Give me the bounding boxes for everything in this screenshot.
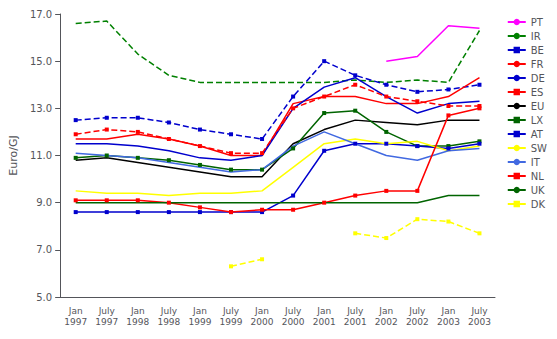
svg-text:ES: ES xyxy=(531,87,544,98)
svg-text:July: July xyxy=(222,306,240,316)
svg-text:July: July xyxy=(284,306,302,316)
svg-text:July: July xyxy=(160,306,178,316)
svg-text:Jan: Jan xyxy=(68,306,83,316)
svg-text:2001: 2001 xyxy=(344,317,367,327)
svg-text:SW: SW xyxy=(531,143,547,154)
svg-text:DE: DE xyxy=(531,73,545,84)
svg-text:2001: 2001 xyxy=(313,317,336,327)
svg-text:1998: 1998 xyxy=(157,317,180,327)
svg-text:2003: 2003 xyxy=(437,317,460,327)
svg-text:UK: UK xyxy=(531,185,545,196)
svg-text:13.0: 13.0 xyxy=(30,103,52,114)
svg-text:July: July xyxy=(98,306,116,316)
svg-text:2000: 2000 xyxy=(251,317,274,327)
svg-text:17.0: 17.0 xyxy=(30,9,52,20)
svg-text:11.0: 11.0 xyxy=(30,150,52,161)
svg-text:15.0: 15.0 xyxy=(30,56,52,67)
svg-text:1997: 1997 xyxy=(64,317,87,327)
svg-text:2003: 2003 xyxy=(468,317,491,327)
svg-text:5.0: 5.0 xyxy=(36,292,52,303)
svg-text:2000: 2000 xyxy=(282,317,305,327)
svg-text:9.0: 9.0 xyxy=(36,197,52,208)
svg-text:2002: 2002 xyxy=(406,317,429,327)
svg-text:EU: EU xyxy=(531,101,545,112)
svg-text:2002: 2002 xyxy=(375,317,398,327)
svg-text:NL: NL xyxy=(531,171,544,182)
svg-text:PT: PT xyxy=(531,17,544,28)
svg-text:AT: AT xyxy=(531,129,544,140)
svg-text:FR: FR xyxy=(531,59,544,70)
svg-text:July: July xyxy=(408,306,426,316)
svg-text:Euro/GJ: Euro/GJ xyxy=(7,135,20,175)
svg-text:1998: 1998 xyxy=(126,317,149,327)
svg-text:Jan: Jan xyxy=(192,306,207,316)
svg-text:Jan: Jan xyxy=(316,306,331,316)
svg-text:DK: DK xyxy=(531,199,546,210)
svg-text:Jan: Jan xyxy=(440,306,455,316)
svg-text:7.0: 7.0 xyxy=(36,244,52,255)
svg-text:Jan: Jan xyxy=(378,306,393,316)
svg-text:1997: 1997 xyxy=(95,317,118,327)
svg-text:Jan: Jan xyxy=(254,306,269,316)
svg-text:Jan: Jan xyxy=(130,306,145,316)
svg-text:July: July xyxy=(346,306,364,316)
svg-text:1999: 1999 xyxy=(188,317,211,327)
svg-text:IR: IR xyxy=(531,31,541,42)
svg-text:1999: 1999 xyxy=(220,317,243,327)
svg-text:BE: BE xyxy=(531,45,544,56)
svg-text:IT: IT xyxy=(531,157,541,168)
svg-text:July: July xyxy=(470,306,488,316)
svg-text:LX: LX xyxy=(531,115,544,126)
